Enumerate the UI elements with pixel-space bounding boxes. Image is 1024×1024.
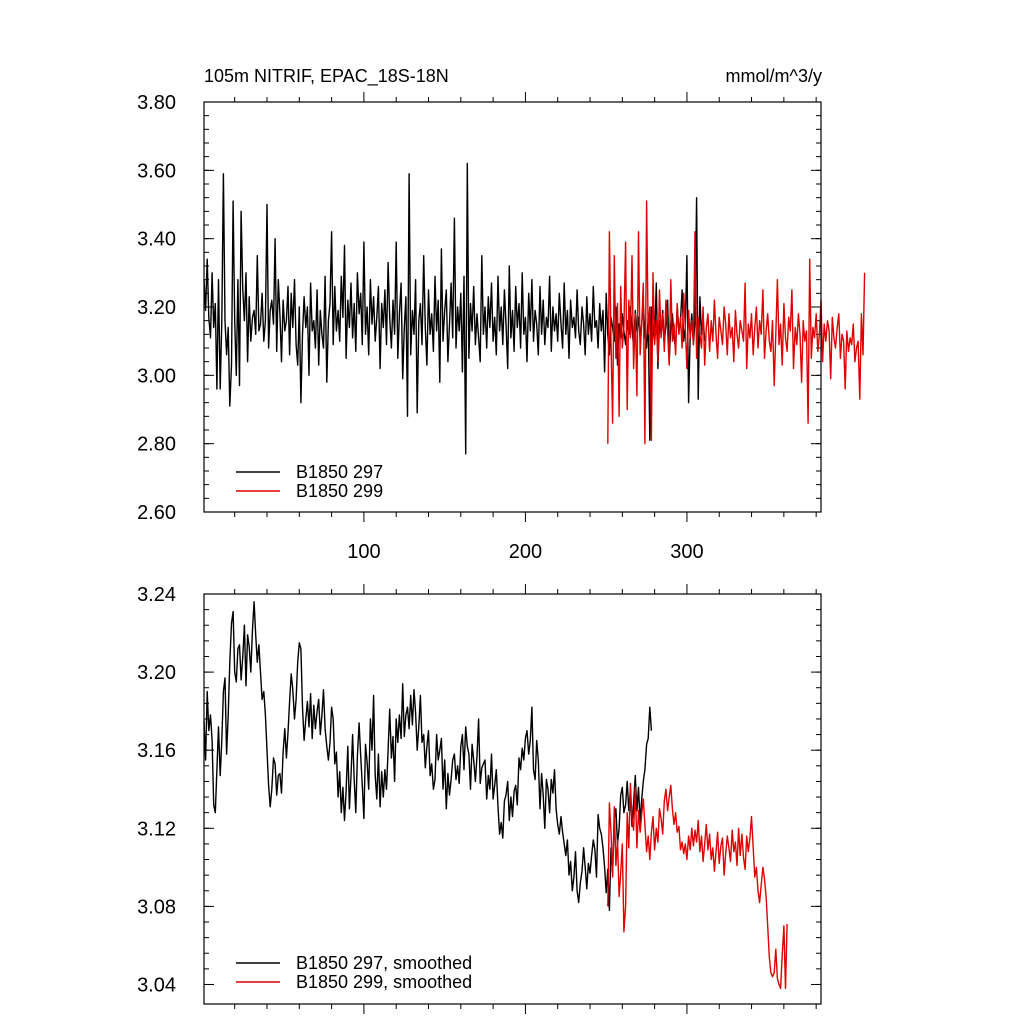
top-y-tick-label: 3.00 [137, 365, 176, 387]
top-x-tick-label: 100 [347, 541, 380, 563]
top-series-lines [203, 162, 866, 455]
top-plot-frame [203, 101, 822, 513]
legend-label-299-smoothed: B1850 299, smoothed [296, 972, 472, 992]
bottom-axis-ticks [204, 584, 821, 1014]
bot-y-tick-label: 3.20 [137, 662, 176, 684]
top-y-tick-label: 3.40 [137, 229, 176, 251]
bot-y-tick-label: 3.04 [137, 974, 176, 996]
bot-series-line-297 [203, 601, 653, 911]
bottom-plot-frame [203, 593, 822, 1005]
top-x-tick-labels: 100 200 300 [347, 541, 703, 563]
top-chart-title: 105m NITRIF, EPAC_18S-18N [204, 66, 449, 87]
bot-y-tick-label: 3.12 [137, 818, 176, 840]
legend-label-297-smoothed: B1850 297, smoothed [296, 953, 472, 973]
top-y-tick-label: 3.20 [137, 297, 176, 319]
top-y-tick-label: 3.80 [137, 92, 176, 114]
bot-y-tick-label: 3.08 [137, 896, 176, 918]
top-chart-units: mmol/m^3/y [726, 66, 822, 86]
bot-series-line-299 [607, 782, 788, 990]
top-series-line-299 [607, 200, 866, 445]
bottom-panel: 3.24 3.20 3.16 3.12 3.08 3.04 B1850 297, smoo… [137, 584, 822, 1014]
legend-label-297: B1850 297 [296, 462, 383, 482]
top-panel: 105m NITRIF, EPAC_18S-18N mmol/m^3/y 3.8… [137, 66, 866, 563]
top-y-tick-label: 2.80 [137, 434, 176, 456]
bottom-series-lines [203, 601, 788, 990]
bot-y-tick-label: 3.16 [137, 740, 176, 762]
bottom-legend: B1850 297, smoothed B1850 299, smoothed [236, 953, 472, 992]
bottom-y-tick-labels: 3.24 3.20 3.16 3.12 3.08 3.04 [137, 584, 176, 996]
top-legend: B1850 297 B1850 299 [236, 462, 383, 501]
top-y-tick-label: 3.60 [137, 160, 176, 182]
top-y-tick-labels: 3.80 3.60 3.40 3.20 3.00 2.80 2.60 [137, 92, 176, 524]
top-x-tick-label: 300 [670, 541, 703, 563]
bot-y-tick-label: 3.24 [137, 584, 176, 606]
top-x-tick-label: 200 [509, 541, 542, 563]
legend-label-299: B1850 299 [296, 481, 383, 501]
top-y-tick-label: 2.60 [137, 502, 176, 524]
top-axis-ticks [204, 92, 821, 522]
